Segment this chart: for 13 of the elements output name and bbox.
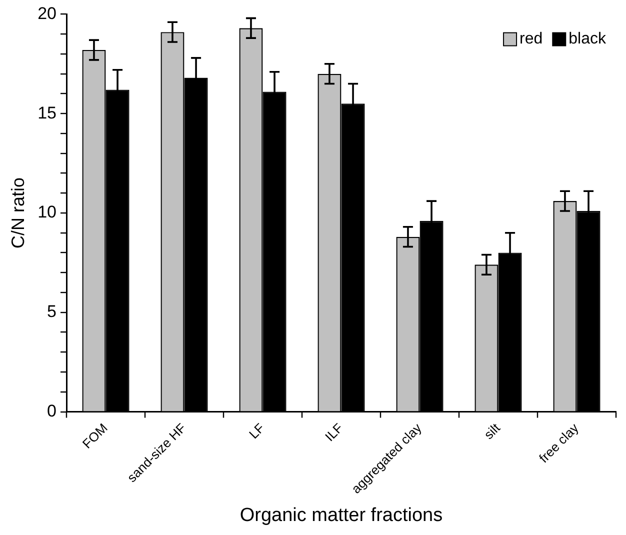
- y-tick-label: 20: [38, 4, 57, 23]
- y-tick-label: 10: [38, 202, 57, 222]
- y-tick-label: 5: [47, 302, 57, 322]
- legend-label: red: [520, 30, 543, 48]
- x-tick-label: free clay: [536, 420, 582, 466]
- x-tick-label: LF: [246, 420, 268, 442]
- y-tick-label: 0: [47, 401, 57, 420]
- x-tick-label: silt: [481, 420, 504, 442]
- y-tick-label: 15: [38, 103, 57, 122]
- x-axis-title: Organic matter fractions: [240, 504, 443, 526]
- x-tick-label: ILF: [322, 420, 346, 444]
- y-axis-title: C/N ratio: [8, 177, 28, 248]
- legend-label: black: [568, 30, 607, 48]
